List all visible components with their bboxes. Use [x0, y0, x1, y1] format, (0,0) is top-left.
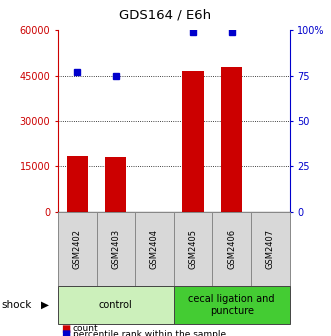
Bar: [67, 156, 88, 212]
Text: GSM2404: GSM2404: [150, 228, 159, 269]
Bar: [182, 71, 204, 212]
Text: percentile rank within the sample: percentile rank within the sample: [73, 330, 226, 336]
Text: GSM2402: GSM2402: [73, 228, 82, 269]
Bar: [213, 212, 251, 286]
Bar: [97, 212, 135, 286]
Bar: [221, 67, 242, 212]
Text: ■: ■: [61, 324, 71, 334]
Text: ■: ■: [61, 329, 71, 336]
Bar: [174, 212, 213, 286]
Text: cecal ligation and
puncture: cecal ligation and puncture: [188, 294, 275, 316]
Text: ▶: ▶: [41, 300, 49, 310]
Bar: [135, 212, 174, 286]
Text: GSM2406: GSM2406: [227, 228, 236, 269]
Text: GSM2403: GSM2403: [111, 228, 120, 269]
Text: GSM2407: GSM2407: [266, 228, 275, 269]
Bar: [174, 286, 290, 324]
Text: shock: shock: [2, 300, 32, 310]
Bar: [58, 212, 97, 286]
Bar: [251, 212, 290, 286]
Text: control: control: [99, 300, 133, 310]
Text: count: count: [73, 324, 98, 333]
Bar: [58, 286, 174, 324]
Bar: [105, 157, 126, 212]
Text: GSM2405: GSM2405: [189, 228, 198, 269]
Text: GDS164 / E6h: GDS164 / E6h: [119, 8, 212, 22]
